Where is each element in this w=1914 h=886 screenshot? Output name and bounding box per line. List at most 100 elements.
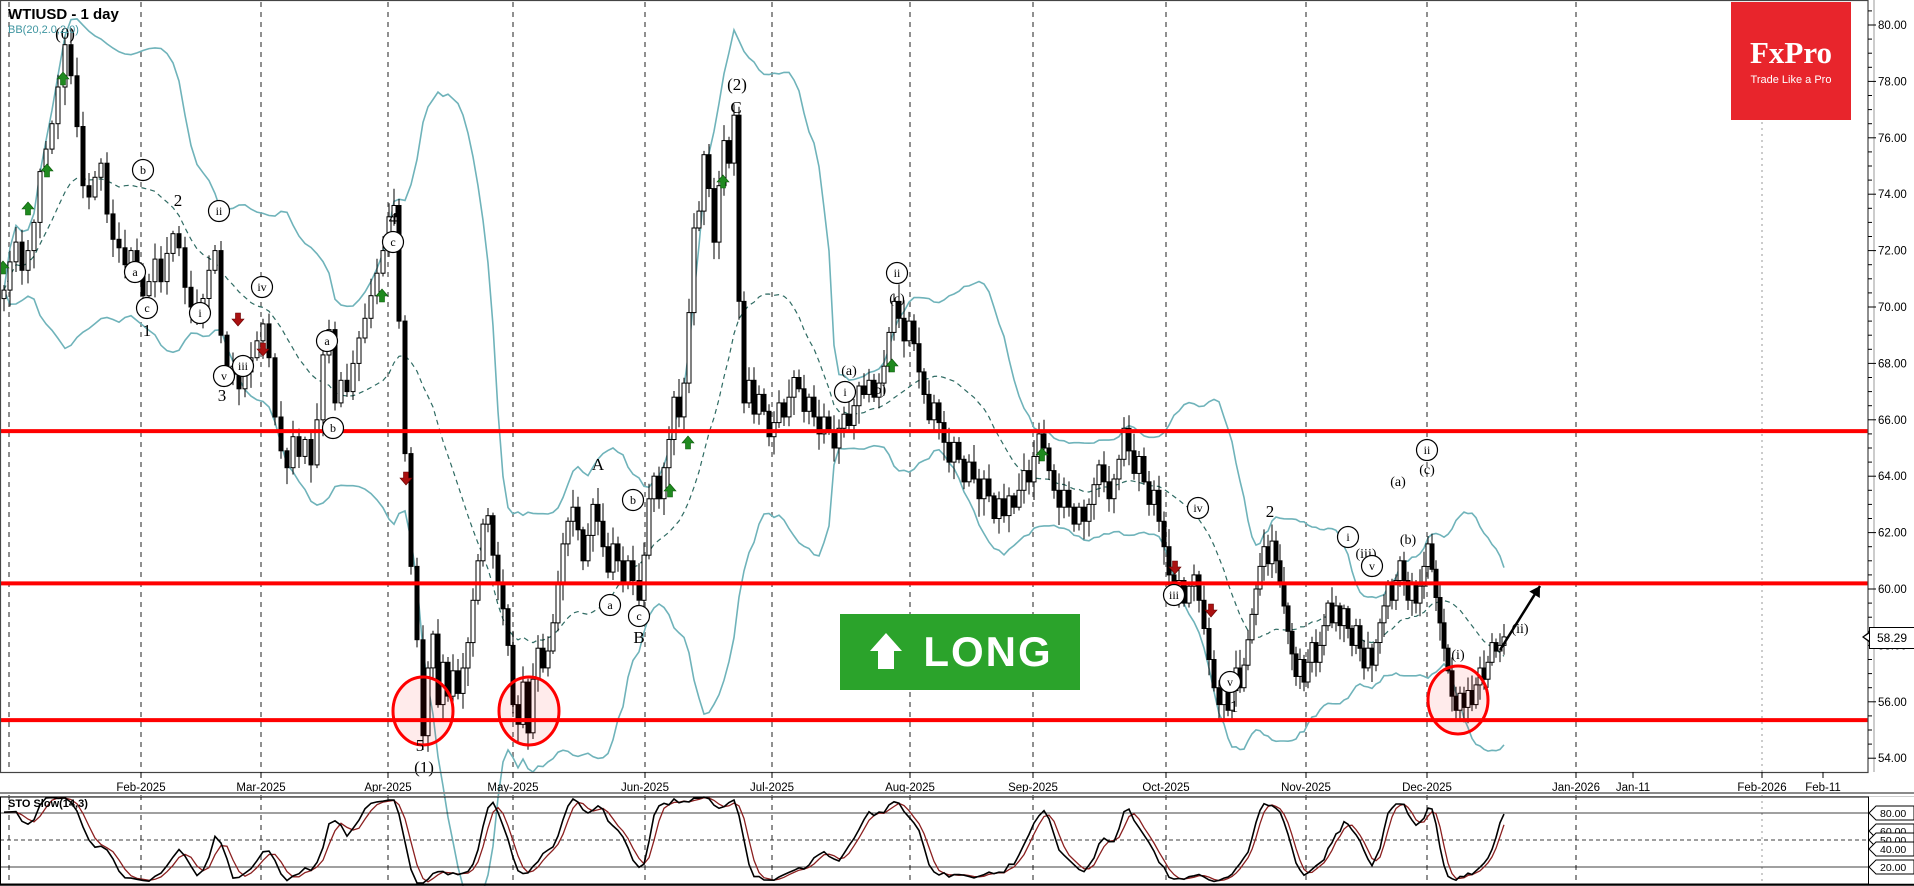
wave-label: c [144, 301, 149, 315]
candle-bearish [525, 681, 531, 734]
candle-bullish [1377, 622, 1383, 643]
candle-bullish [1036, 433, 1042, 457]
wave-label: v [1369, 559, 1375, 573]
candle-bullish [320, 354, 326, 421]
candle-bearish [605, 546, 611, 573]
candle-bearish [272, 357, 278, 418]
candle-bearish [158, 258, 164, 283]
long-signal-label: LONG [923, 628, 1053, 675]
buy-arrow-icon [663, 483, 677, 498]
candle-bearish [1329, 602, 1335, 624]
candle-bullish [1309, 642, 1315, 663]
candle-bullish [430, 633, 436, 669]
wave-label-circle [212, 364, 236, 388]
candle-bearish [1389, 582, 1395, 601]
wave-label: c [636, 609, 641, 623]
candle-bearish [1293, 653, 1299, 678]
candle-bullish [756, 393, 762, 415]
candle-bearish [1046, 447, 1052, 472]
candle-bearish [901, 317, 907, 342]
candle-bullish [1393, 580, 1399, 601]
candle-bullish [701, 154, 707, 212]
candle-bullish [1061, 489, 1067, 508]
candle-bearish [1156, 489, 1162, 522]
wave-label: ii [894, 266, 901, 280]
long-signal-badge: LONG [840, 614, 1080, 690]
sell-arrow-icon [231, 312, 245, 327]
wave-label: (2) [727, 75, 747, 94]
candle-bearish [182, 247, 188, 288]
time-axis-label: Jan-2026 [1552, 782, 1600, 794]
candle-bearish [816, 416, 822, 435]
candle-bullish [821, 416, 827, 435]
price-axis-label: 66.00 [1878, 415, 1907, 427]
candle-bearish [1285, 605, 1291, 632]
wave-label-circle [598, 593, 622, 617]
candle-bearish [1196, 574, 1202, 601]
wave-label-circle [1162, 583, 1186, 607]
wave-label: (b) [870, 383, 887, 398]
sell-arrow-icon [256, 342, 270, 357]
candle-bullish [146, 281, 152, 297]
buy-arrow-icon [21, 201, 35, 216]
candle-bearish [1106, 481, 1112, 500]
candle-bullish [37, 171, 43, 223]
candle-bearish [278, 416, 284, 452]
candle-bullish [92, 176, 98, 198]
candle-bullish [1136, 456, 1142, 474]
wave-label: iv [257, 280, 266, 294]
price-axis-label: 64.00 [1878, 471, 1907, 483]
candle-bearish [420, 639, 426, 737]
candle-bullish [260, 323, 266, 342]
candle-bearish [801, 388, 807, 412]
candle-bullish [480, 523, 486, 562]
wave-label: b [140, 163, 146, 177]
candle-bullish [520, 681, 526, 725]
candle-bearish [408, 453, 414, 567]
buy-arrow-icon [681, 435, 695, 450]
candle-bullish [1111, 478, 1117, 500]
candle-bullish [338, 379, 344, 404]
candle-bearish [1051, 470, 1057, 491]
candle-bearish [1277, 560, 1283, 584]
candle-bullish [651, 475, 657, 500]
wave-label: b [630, 493, 636, 507]
candle-bullish [55, 86, 61, 125]
candle-bearish [595, 503, 601, 522]
candle-bullish [380, 250, 386, 274]
candle-bullish [350, 362, 356, 393]
time-axis-label: Oct-2025 [1142, 782, 1189, 794]
candle-bullish [1257, 565, 1263, 590]
candle-bullish [891, 300, 897, 333]
candle-bearish [600, 520, 606, 548]
candle-bullish [31, 221, 37, 252]
candle-bullish [212, 250, 218, 271]
time-axis-label: Jun-2025 [621, 782, 669, 794]
candle-bearish [1141, 456, 1147, 483]
candle-bearish [826, 416, 832, 432]
candle-bearish [1206, 628, 1212, 660]
candle-bearish [266, 323, 272, 359]
wave-label: a [132, 265, 138, 279]
fxpro-tagline: Trade Like a Pro [1750, 73, 1832, 86]
candle-bearish [1201, 599, 1207, 629]
candle-bearish [1401, 560, 1407, 581]
candle-bullish [152, 258, 158, 283]
candle-bearish [1357, 625, 1363, 649]
candle-bullish [1269, 540, 1275, 565]
candle-bearish [761, 393, 767, 412]
fxpro-logo: FxPro Trade Like a Pro [1731, 2, 1851, 120]
sto-axis-tag-label: 80.00 [1880, 808, 1906, 820]
candle-bearish [515, 704, 521, 725]
time-axis-label: Nov-2025 [1281, 782, 1331, 794]
candle-bearish [956, 441, 962, 460]
candle-bearish [1273, 540, 1279, 562]
candle-bullish [1241, 664, 1247, 689]
candle-bullish [560, 543, 566, 584]
candle-bearish [1345, 608, 1351, 629]
candle-bullish [530, 678, 536, 734]
wave-label: (a) [841, 364, 857, 379]
price-axis-label: 68.00 [1878, 358, 1907, 370]
candle-bearish [74, 75, 80, 128]
